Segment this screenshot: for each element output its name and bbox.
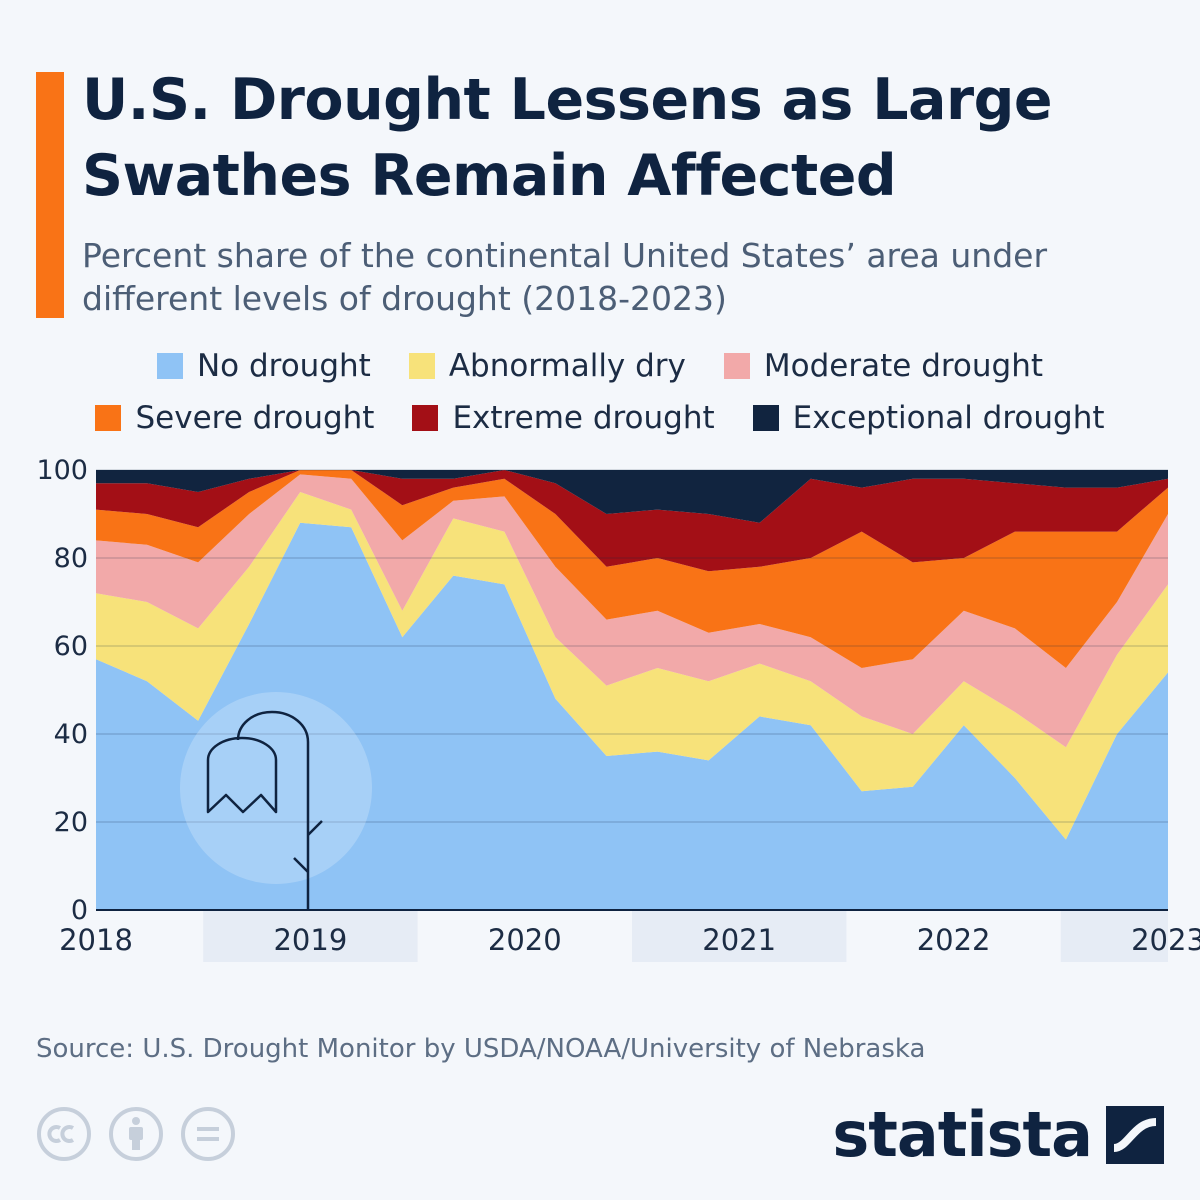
x-axis: 2018 2019 2020 2021 2022 2023	[59, 923, 1200, 957]
legend-label: Exceptional drought	[792, 400, 1105, 436]
creative-commons-icon	[37, 1107, 91, 1161]
year-label: 2022	[917, 923, 991, 957]
area-severe-drought	[96, 470, 1168, 668]
legend-label: Abnormally dry	[448, 348, 686, 384]
gridlines	[96, 469, 1168, 911]
year-label: 2018	[59, 923, 133, 957]
year-label: 2020	[488, 923, 562, 957]
area-moderate-drought	[96, 474, 1168, 748]
legend-row: Severe drought Extreme drought Exception…	[0, 400, 1200, 436]
area-exceptional-drought	[96, 470, 1168, 523]
no-derivatives-icon	[181, 1107, 235, 1161]
chart-title: U.S. Drought Lessens as Large Swathes Re…	[82, 67, 1053, 209]
legend-swatch	[412, 405, 439, 431]
area-extreme-drought	[96, 470, 1168, 572]
y-tick-label: 100	[36, 455, 88, 486]
attribution-icon	[109, 1107, 163, 1161]
year-label: 2021	[702, 923, 776, 957]
legend-swatch	[408, 353, 435, 379]
year-label: 2023	[1131, 923, 1200, 957]
area-chart: 0 20 40 60 80 100 2018 2019 2020 2021 2022 2023	[36, 455, 1200, 962]
area-no-drought	[96, 522, 1168, 910]
legend-item-severe-drought: Severe drought	[95, 400, 374, 436]
year-band	[632, 910, 847, 962]
legend-label: No drought	[196, 348, 371, 384]
license-icons	[36, 1106, 236, 1162]
y-tick-label: 20	[54, 807, 88, 838]
statista-logo-icon	[1106, 1106, 1164, 1164]
year-band	[203, 910, 418, 962]
legend-row: No drought Abnormally dry Moderate droug…	[0, 348, 1200, 384]
y-axis: 0 20 40 60 80 100	[36, 455, 88, 926]
area-series	[96, 470, 1168, 910]
source-note: Source: U.S. Drought Monitor by USDA/NOA…	[36, 1034, 926, 1064]
legend-item-extreme-drought: Extreme drought	[412, 400, 715, 436]
legend-item-abnormally-dry: Abnormally dry	[408, 348, 686, 384]
statista-brand: statista	[832, 1100, 1164, 1170]
legend-swatch	[95, 405, 122, 431]
legend-item-exceptional-drought: Exceptional drought	[752, 400, 1105, 436]
legend-swatch	[752, 405, 779, 431]
legend-label: Moderate drought	[763, 348, 1044, 384]
legend-label: Extreme drought	[452, 400, 715, 436]
legend-swatch	[156, 353, 183, 379]
legend-item-moderate-drought: Moderate drought	[723, 348, 1044, 384]
y-tick-label: 80	[54, 543, 88, 574]
y-tick-label: 60	[54, 631, 88, 662]
year-band	[1060, 910, 1168, 962]
year-label: 2019	[273, 923, 347, 957]
legend-item-no-drought: No drought	[156, 348, 371, 384]
year-bands	[203, 910, 1168, 962]
legend-swatch	[723, 353, 750, 379]
y-tick-label: 40	[54, 719, 88, 750]
brand-wordmark: statista	[832, 1098, 1093, 1171]
drooping-flower-icon	[180, 692, 372, 910]
legend-label: Severe drought	[135, 400, 375, 436]
y-tick-label: 0	[71, 895, 88, 926]
area-abnormally-dry	[96, 492, 1168, 840]
chart-subtitle: Percent share of the continental United …	[82, 236, 1048, 318]
accent-bar	[36, 72, 64, 318]
